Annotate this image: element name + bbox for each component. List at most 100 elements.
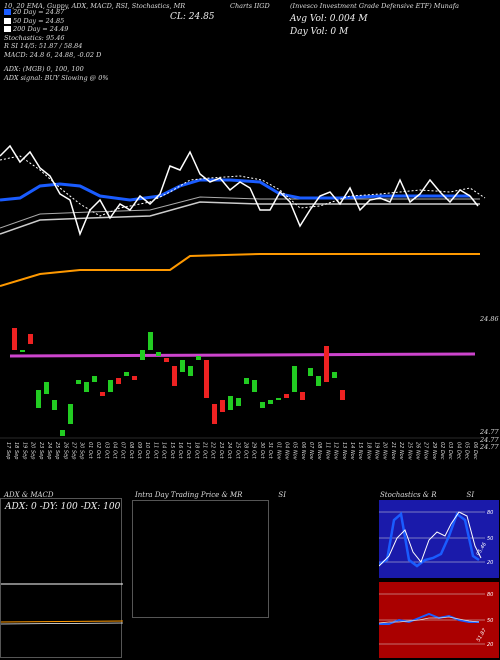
ema50-dotted-line (0, 155, 486, 217)
candle-up (140, 350, 145, 360)
date-label: 24 Sep (46, 442, 52, 459)
date-label: 30 Oct (259, 442, 265, 460)
macd-signal-line (1, 622, 123, 625)
date-label: 26 Nov (414, 442, 420, 461)
candle-down (340, 390, 345, 400)
ema20-line (0, 178, 470, 202)
stochastics-panel-title: Stochastics & R SI (380, 491, 475, 499)
avg-volume: Avg Vol: 0.004 M (290, 14, 368, 24)
adx-panel-title: ADX & MACD (4, 491, 54, 499)
date-label: 05 Nov (292, 442, 298, 461)
legend-item-200day: 200 Day = 24.49 (4, 25, 109, 34)
date-label: 09 Oct (136, 442, 142, 460)
stoch-axis-20: 20 (487, 560, 493, 566)
price-axis-bottom-1: 24.77 (480, 428, 499, 436)
date-label: 25 Oct (234, 442, 240, 460)
date-label: 23 Sep (38, 442, 44, 459)
date-label: 21 Nov (390, 442, 396, 461)
date-label: 15 Oct (169, 442, 175, 460)
candle-down (12, 328, 17, 350)
purple-ma-line (9, 352, 476, 358)
day-volume: Day Vol: 0 M (290, 27, 349, 37)
candle-down (284, 394, 289, 398)
stochastics-bg (379, 500, 499, 578)
date-label: 08 Nov (316, 442, 322, 461)
price-axis-bottom-3: 24.77 (480, 443, 499, 451)
date-axis: 17 Sep 18 Sep 19 Sep 20 Sep 23 Sep 24 Sep 25 S… (5, 442, 478, 461)
stat-adx: ADX: (MGB) 0, 100, 100 (4, 65, 84, 73)
date-label: 04 Dec (455, 442, 461, 460)
candle-up (36, 390, 41, 408)
candle-up (292, 366, 297, 392)
date-label: 18 Nov (365, 442, 371, 461)
candle-up (76, 380, 81, 384)
rsi-axis-50: 50 (487, 618, 493, 624)
candle-down (28, 334, 33, 344)
intraday-panel-title: Intra Day Trading Price & MR SI (135, 491, 286, 499)
date-label: 17 Oct (185, 442, 191, 460)
date-label: 03 Oct (103, 442, 109, 460)
date-label: 30 Sep (79, 442, 85, 459)
candle-up (236, 398, 241, 406)
candle-up (260, 402, 265, 408)
stochastics-chart: 80 50 20 95.46 (379, 500, 499, 578)
candle-up (156, 352, 161, 356)
ema200-line (0, 253, 480, 287)
date-label: 14 Nov (349, 442, 355, 461)
date-label: 11 Nov (324, 442, 330, 461)
date-label: 23 Oct (218, 442, 224, 460)
stat-rsi: R SI 14/5: 51.87 / 58.84 (4, 42, 83, 50)
date-label: 01 Oct (87, 442, 93, 460)
date-label: 04 Oct (111, 442, 117, 460)
chart-label: Charts IIGD (230, 2, 270, 10)
date-label: 22 Oct (210, 442, 216, 460)
candle-down (204, 360, 209, 398)
candle-up (332, 372, 337, 378)
stoch-axis-80: 80 (487, 510, 493, 516)
date-label: 20 Sep (30, 442, 36, 459)
date-label: 29 Nov (431, 442, 437, 461)
candle-up (180, 360, 185, 372)
ticker-line: (Invesco Investment Grade Defensive ETF)… (290, 2, 459, 10)
stoch-axis-50: 50 (487, 536, 493, 542)
date-label: 08 Oct (128, 442, 134, 460)
macd-chart (1, 583, 123, 625)
date-label: 21 Oct (202, 442, 208, 460)
close-label: CL: 24.85 (170, 12, 215, 22)
candle-down (212, 404, 217, 424)
date-label: 14 Oct (161, 442, 167, 460)
guppy-line-lower (0, 201, 480, 235)
date-label: 18 Sep (13, 442, 19, 459)
candle-down (116, 378, 121, 384)
guppy-line-upper (0, 196, 480, 229)
candle-up (196, 356, 201, 360)
rsi-signal-line (379, 616, 480, 624)
date-label: 12 Nov (333, 442, 339, 461)
candle-down (164, 358, 169, 362)
date-label: 11 Oct (152, 442, 158, 460)
ma-legend: 20 Day = 24.87 50 Day = 24.85 200 Day = … (4, 8, 109, 82)
date-label: 06 Nov (300, 442, 306, 461)
date-label: 15 Nov (357, 442, 363, 461)
date-label: 17 Sep (5, 442, 11, 459)
stochastics-k-line (379, 511, 480, 568)
candle-down (300, 392, 305, 400)
date-label: 04 Nov (283, 442, 289, 461)
date-label: 13 Nov (341, 442, 347, 461)
rsi-line (379, 612, 479, 625)
date-label: 31 Oct (267, 442, 273, 460)
date-label: 19 Sep (21, 442, 27, 459)
candle-up (52, 400, 57, 410)
date-label: 27 Nov (423, 442, 429, 461)
rsi-axis-80: 80 (487, 592, 493, 598)
date-label: 18 Oct (193, 442, 199, 460)
legend-item-20day: 20 Day = 24.87 (4, 8, 109, 17)
candle-up (308, 368, 313, 376)
date-label: 20 Nov (382, 442, 388, 461)
candle-up (252, 380, 257, 392)
candle-up (148, 332, 153, 350)
date-label: 19 Nov (374, 442, 380, 461)
date-label: 16 Oct (177, 442, 183, 460)
date-label: 03 Dec (447, 442, 453, 460)
stochastics-d-line (379, 511, 482, 567)
